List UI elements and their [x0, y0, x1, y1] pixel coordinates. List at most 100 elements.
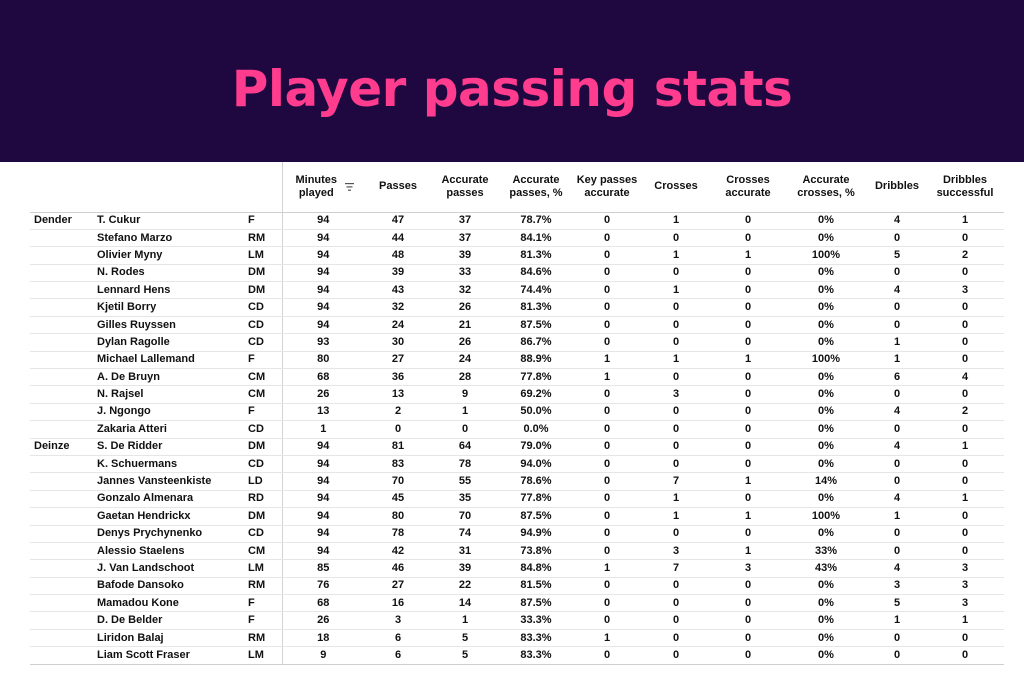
key-passes-cell: 0 [574, 403, 640, 422]
crosses-accurate-cell: 0 [712, 264, 784, 283]
crosses-accurate-cell: 0 [712, 368, 784, 387]
crosses-accurate-cell: 0 [712, 611, 784, 630]
passes-cell: 24 [364, 316, 432, 335]
crosses-accurate-cell: 0 [712, 629, 784, 648]
team-cell [30, 229, 94, 248]
column-header-dribbles-successful[interactable]: Dribbles successful [926, 162, 1004, 213]
dribbles-successful-cell: 4 [926, 368, 1004, 387]
dribbles-successful-cell: 0 [926, 646, 1004, 665]
column-header-crosses-accurate[interactable]: Crosses accurate [712, 162, 784, 213]
passes-cell: 83 [364, 455, 432, 474]
player-name-cell: Liam Scott Fraser [94, 646, 244, 665]
dribbles-cell: 4 [868, 438, 926, 456]
passes-cell: 47 [364, 212, 432, 230]
team-cell: Dender [30, 212, 94, 230]
minutes-cell: 94 [282, 298, 364, 317]
column-header-key-passes-accurate[interactable]: Key passes accurate [574, 162, 640, 213]
crosses-cell: 0 [640, 594, 712, 613]
crosses-cell: 0 [640, 333, 712, 352]
team-cell [30, 646, 94, 665]
accurate-passes-pct-cell: 81.3% [498, 298, 574, 317]
passes-cell: 6 [364, 646, 432, 665]
minutes-cell: 76 [282, 577, 364, 596]
team-cell [30, 281, 94, 300]
crosses-cell: 7 [640, 472, 712, 491]
key-passes-cell: 0 [574, 229, 640, 248]
table-row: Liridon Balaj RM 18 6 5 83.3% 1 0 0 0% 0 0 [30, 629, 1004, 648]
crosses-accurate-cell: 0 [712, 316, 784, 335]
minutes-cell: 26 [282, 611, 364, 630]
passes-cell: 48 [364, 246, 432, 265]
minutes-cell: 94 [282, 264, 364, 283]
crosses-cell: 0 [640, 368, 712, 387]
table-row: Stefano Marzo RM 94 44 37 84.1% 0 0 0 0% 0 0 [30, 229, 1004, 248]
dribbles-successful-cell: 3 [926, 594, 1004, 613]
key-passes-cell: 0 [574, 455, 640, 474]
column-header-passes[interactable]: Passes [364, 162, 432, 213]
accurate-passes-cell: 37 [432, 229, 498, 248]
team-cell [30, 525, 94, 543]
accurate-crosses-pct-cell: 0% [784, 438, 868, 456]
column-header-dribbles[interactable]: Dribbles [868, 162, 926, 213]
minutes-cell: 94 [282, 246, 364, 265]
crosses-cell: 1 [640, 507, 712, 526]
key-passes-cell: 0 [574, 525, 640, 543]
dribbles-successful-cell: 3 [926, 577, 1004, 596]
crosses-accurate-cell: 0 [712, 229, 784, 248]
column-header-accurate-passes-pct[interactable]: Accurate passes, % [498, 162, 574, 213]
accurate-crosses-pct-cell: 0% [784, 264, 868, 283]
team-cell [30, 403, 94, 422]
dribbles-successful-cell: 1 [926, 490, 1004, 509]
accurate-crosses-pct-cell: 0% [784, 611, 868, 630]
table-row: Lennard Hens DM 94 43 32 74.4% 0 1 0 0% 4 3 [30, 281, 1004, 300]
player-name-cell: Liridon Balaj [94, 629, 244, 648]
crosses-accurate-cell: 0 [712, 385, 784, 404]
accurate-passes-cell: 24 [432, 351, 498, 370]
table-row: Dylan Ragolle CD 93 30 26 86.7% 0 0 0 0% 1 0 [30, 333, 1004, 352]
player-name-cell: Dylan Ragolle [94, 333, 244, 352]
key-passes-cell: 1 [574, 351, 640, 370]
crosses-cell: 0 [640, 420, 712, 439]
crosses-accurate-cell: 0 [712, 438, 784, 456]
dribbles-successful-cell: 0 [926, 385, 1004, 404]
dribbles-cell: 4 [868, 559, 926, 578]
position-cell: F [244, 611, 283, 630]
column-header-accurate-crosses-pct[interactable]: Accurate crosses, % [784, 162, 868, 213]
accurate-passes-pct-cell: 87.5% [498, 316, 574, 335]
accurate-passes-cell: 35 [432, 490, 498, 509]
column-header-minutes-played[interactable]: Minutes played [282, 162, 364, 213]
dribbles-successful-cell: 0 [926, 507, 1004, 526]
accurate-crosses-pct-cell: 100% [784, 507, 868, 526]
player-name-cell: Kjetil Borry [94, 298, 244, 317]
position-cell: CD [244, 333, 283, 352]
dribbles-successful-cell: 1 [926, 611, 1004, 630]
dribbles-successful-cell: 0 [926, 229, 1004, 248]
player-name-cell: Stefano Marzo [94, 229, 244, 248]
title-banner: Player passing stats [0, 0, 1024, 162]
accurate-crosses-pct-cell: 0% [784, 420, 868, 439]
position-cell: LM [244, 246, 283, 265]
crosses-cell: 1 [640, 281, 712, 300]
column-header-accurate-passes[interactable]: Accurate passes [432, 162, 498, 213]
accurate-passes-cell: 33 [432, 264, 498, 283]
dribbles-cell: 6 [868, 368, 926, 387]
dribbles-cell: 0 [868, 472, 926, 491]
dribbles-cell: 0 [868, 646, 926, 665]
minutes-cell: 94 [282, 281, 364, 300]
position-cell: RM [244, 229, 283, 248]
crosses-accurate-cell: 1 [712, 542, 784, 561]
passes-cell: 42 [364, 542, 432, 561]
accurate-passes-cell: 31 [432, 542, 498, 561]
dribbles-successful-cell: 0 [926, 525, 1004, 543]
crosses-cell: 7 [640, 559, 712, 578]
accurate-passes-pct-cell: 87.5% [498, 507, 574, 526]
sort-icon[interactable] [345, 182, 355, 191]
dribbles-successful-cell: 0 [926, 629, 1004, 648]
player-name-cell: Denys Prychynenko [94, 525, 244, 543]
accurate-crosses-pct-cell: 0% [784, 577, 868, 596]
column-header-crosses[interactable]: Crosses [640, 162, 712, 213]
key-passes-cell: 0 [574, 542, 640, 561]
table-row: J. Van Landschoot LM 85 46 39 84.8% 1 7 3 43% 4 3 [30, 559, 1004, 578]
passes-cell: 45 [364, 490, 432, 509]
crosses-accurate-cell: 1 [712, 507, 784, 526]
